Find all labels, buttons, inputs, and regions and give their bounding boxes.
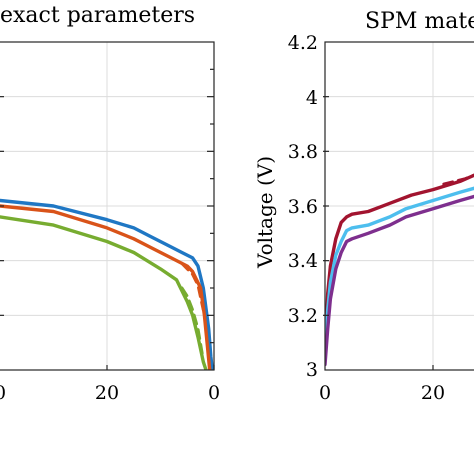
right-x-tick-label-0: 0 <box>319 382 331 404</box>
right-series-3-solid <box>325 194 474 367</box>
right-y-axis-label: Voltage (V) <box>253 156 277 269</box>
left-series-2-dashed <box>180 261 205 312</box>
right-x-tick-label-20: 20 <box>421 382 445 404</box>
right-y-tick-label-3.8: 3.8 <box>288 141 318 163</box>
left-series-group <box>0 198 214 370</box>
right-chart-panel: SPM mate Voltage (V) 4.2 4 3.8 3.6 3.4 3… <box>253 9 474 404</box>
right-y-tick-label-4: 4 <box>306 87 318 109</box>
left-x-tick-label-0-end: 0 <box>208 382 220 404</box>
right-grid <box>323 42 474 370</box>
right-y-tick-label-3.6: 3.6 <box>288 196 318 218</box>
left-chart-panel: exact parameters 0 20 0 <box>0 3 220 404</box>
left-series-1-solid <box>0 204 212 370</box>
right-chart-title: SPM mate <box>365 9 474 34</box>
right-series-1-dashed <box>442 173 474 186</box>
right-series-2-solid <box>325 186 474 358</box>
left-series-4-dashed <box>180 286 204 356</box>
left-x-tick-label-0: 0 <box>0 382 6 404</box>
left-chart-title: exact parameters <box>0 3 195 28</box>
right-y-tick-label-3.2: 3.2 <box>288 305 318 327</box>
right-ticks <box>323 96 434 370</box>
right-y-tick-label-4.2: 4.2 <box>288 32 318 54</box>
left-x-tick-label-20: 20 <box>95 382 119 404</box>
right-y-tick-label-3: 3 <box>306 359 318 381</box>
left-series-0-solid <box>0 198 214 370</box>
right-series-group <box>325 173 474 367</box>
right-y-tick-label-3.4: 3.4 <box>288 250 318 272</box>
left-ticks <box>0 68 215 370</box>
right-series-0-solid <box>325 173 474 358</box>
